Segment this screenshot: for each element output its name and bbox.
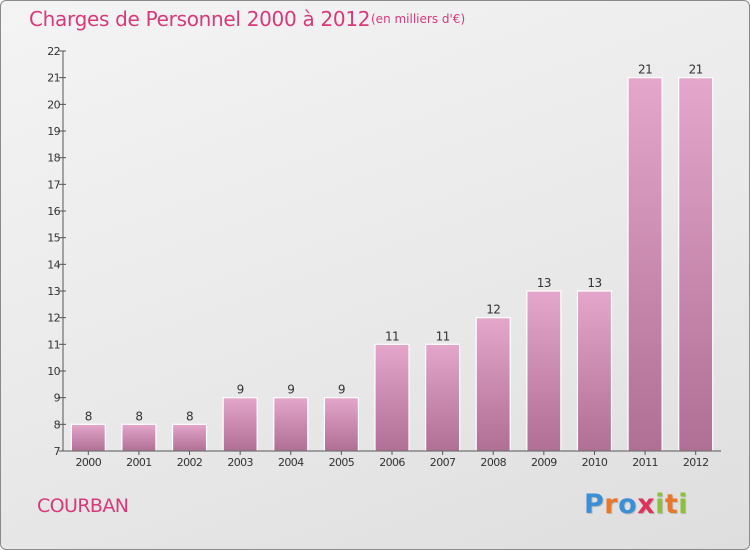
y-tick-label: 19 — [47, 125, 60, 138]
value-label-2001: 8 — [135, 409, 142, 423]
y-tick-label: 20 — [47, 98, 60, 111]
logo-letter: P — [584, 489, 605, 520]
logo-letter: t — [664, 489, 679, 520]
chart-title: Charges de Personnel 2000 à 2012 — [29, 7, 371, 31]
x-tick-label: 2006 — [379, 456, 405, 469]
y-tick-label: 12 — [47, 312, 60, 325]
value-label-2004: 9 — [287, 383, 294, 397]
logo-letter: r — [604, 489, 619, 520]
x-tick-label: 2007 — [430, 456, 456, 469]
value-label-2012: 21 — [689, 63, 703, 77]
bar-2007 — [425, 343, 461, 452]
logo-letter: i — [678, 489, 689, 520]
value-label-2011: 21 — [638, 63, 652, 77]
bar-2002 — [171, 423, 208, 452]
proxiti-logo[interactable]: Proxiti — [584, 489, 688, 520]
bar-2003 — [222, 397, 258, 452]
y-tick-label: 15 — [47, 232, 60, 245]
y-tick-label: 18 — [47, 152, 60, 165]
value-label-2002: 8 — [186, 409, 193, 423]
bar-2008 — [475, 317, 511, 452]
chart-subtitle: (en milliers d'€) — [371, 12, 466, 26]
x-tick-label: 2001 — [126, 456, 152, 469]
value-label-2006: 11 — [385, 329, 399, 343]
bar-2001 — [121, 423, 157, 452]
x-tick-label: 2002 — [177, 456, 203, 469]
y-tick-label: 17 — [47, 178, 60, 191]
value-label-2007: 11 — [436, 329, 450, 343]
y-tick-label: 9 — [54, 392, 61, 405]
value-label-2005: 9 — [338, 383, 345, 397]
y-tick-label: 13 — [47, 285, 60, 298]
logo-letter: x — [637, 489, 656, 520]
x-tick-label: 2011 — [632, 456, 658, 469]
value-label-2008: 12 — [486, 303, 500, 317]
y-tick-label: 22 — [47, 45, 60, 58]
x-tick-label: 2010 — [582, 456, 608, 469]
value-label-2009: 13 — [537, 276, 551, 290]
value-label-2010: 13 — [587, 276, 601, 290]
logo-letter: o — [618, 489, 638, 520]
y-tick-label: 8 — [54, 418, 61, 431]
commune-name: COURBAN — [37, 495, 129, 517]
x-tick-label: 2000 — [76, 456, 102, 469]
logo-letter: i — [655, 489, 665, 520]
y-tick-label: 7 — [54, 445, 61, 458]
y-tick-label: 11 — [47, 338, 60, 351]
x-tick-label: 2005 — [329, 456, 355, 469]
y-tick-label: 10 — [47, 365, 60, 378]
bar-2000 — [70, 423, 106, 452]
x-tick-label: 2004 — [278, 456, 304, 469]
bar-2012 — [678, 77, 714, 452]
y-tick-label: 16 — [47, 205, 60, 218]
y-tick-label: 14 — [47, 258, 60, 271]
bar-2005 — [323, 397, 359, 452]
bar-2009 — [526, 290, 562, 452]
bar-2004 — [273, 397, 309, 452]
x-tick-label: 2008 — [480, 456, 506, 469]
value-label-2003: 9 — [237, 383, 244, 397]
bar-2011 — [627, 77, 663, 452]
x-tick-label: 2003 — [227, 456, 253, 469]
value-label-2000: 8 — [85, 409, 92, 423]
x-tick-label: 2009 — [531, 456, 557, 469]
bar-2010 — [576, 290, 613, 452]
bar-2006 — [374, 343, 410, 452]
x-tick-label: 2012 — [683, 456, 709, 469]
y-tick-label: 21 — [47, 72, 60, 85]
